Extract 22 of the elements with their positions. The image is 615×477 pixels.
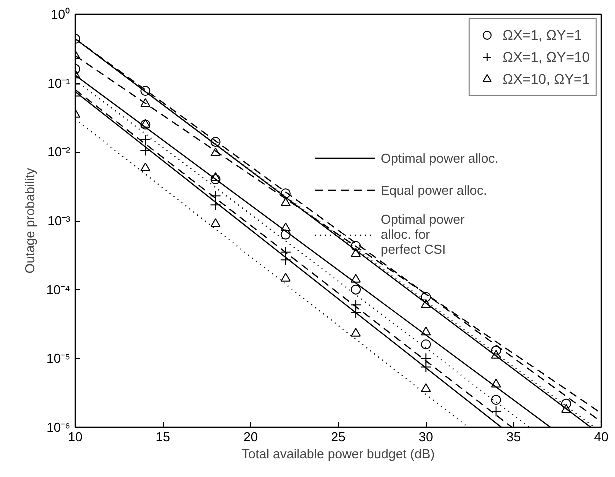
x-tick-label: 40 (594, 430, 609, 444)
x-tick-label: 15 (156, 430, 170, 444)
x-tick-label: 10 (68, 430, 83, 444)
legend-label: Optimal power alloc. (381, 150, 499, 166)
y-tick-label: 10⁰ (51, 7, 71, 22)
legend-label: ΩX=1, ΩY=10 (502, 49, 590, 65)
x-tick-label: 30 (418, 430, 434, 444)
legend-label: ΩX=10, ΩY=1 (502, 71, 590, 87)
y-axis-title: Outage probability (22, 168, 38, 274)
y-tick-label: 10⁻⁴ (46, 282, 70, 298)
x-tick-label: 25 (331, 430, 346, 444)
x-tick-label: 20 (244, 430, 258, 444)
legend-label: Equal power alloc. (381, 182, 488, 198)
y-tick-label: 10⁻⁵ (46, 351, 71, 366)
y-tick-label: 10⁻¹ (48, 76, 72, 91)
x-tick-label: 35 (506, 430, 522, 444)
y-tick-label: 10⁻³ (48, 214, 72, 228)
x-axis-title: Total available power budget (dB) (242, 446, 435, 462)
y-tick-label: 10⁻⁶ (46, 420, 70, 435)
legend-label: Optimal power alloc. for perfect CSI (381, 212, 465, 257)
y-tick-label: 10⁻² (48, 144, 72, 160)
legend-label: ΩX=1, ΩY=1 (502, 27, 582, 43)
